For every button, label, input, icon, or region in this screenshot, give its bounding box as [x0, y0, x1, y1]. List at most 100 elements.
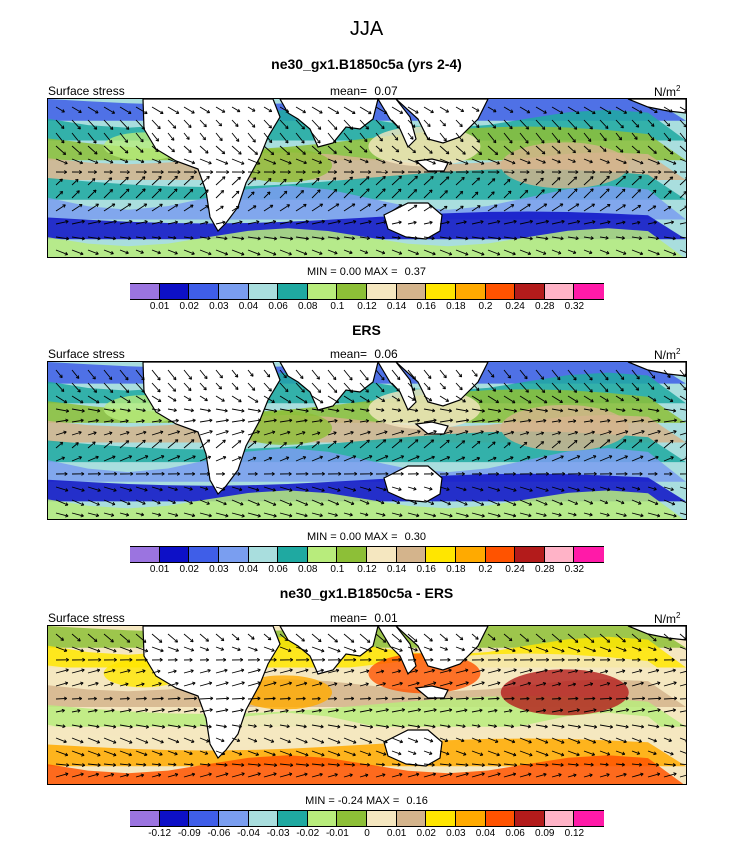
wind-vector-head [590, 419, 594, 423]
wind-vector-head [640, 160, 644, 165]
wind-vector-head [394, 137, 399, 141]
wind-vector [599, 709, 613, 713]
wind-vector [663, 206, 672, 212]
wind-vector-head [575, 236, 579, 241]
wind-vector-head [671, 724, 675, 729]
wind-vector-head [673, 696, 678, 701]
panel-3-units-exp: 2 [676, 611, 681, 620]
wind-vector-head [288, 772, 293, 777]
wind-vector [151, 670, 161, 674]
wind-vector [407, 455, 420, 462]
wind-vector [119, 119, 130, 130]
wind-vector [295, 442, 303, 449]
wind-vector-head [540, 177, 544, 182]
wind-vector [279, 369, 287, 379]
wind-vector [359, 709, 373, 713]
wind-vector-head [621, 487, 626, 491]
wind-vector-head [384, 648, 388, 653]
wind-vector-head [481, 763, 485, 767]
wind-vector-head [112, 763, 117, 767]
wind-vector-head [109, 440, 113, 445]
wind-vector-head [348, 139, 352, 143]
wind-vector [311, 369, 320, 380]
wind-vector-head [447, 657, 451, 662]
wind-vector [391, 395, 401, 402]
wind-vector-head [189, 657, 193, 662]
panel-2-mean-label: mean= [330, 347, 368, 361]
wind-vector [295, 369, 304, 379]
wind-vector-head [140, 149, 144, 153]
wind-vector-head [157, 398, 162, 402]
wind-vector-head [160, 648, 164, 653]
wind-vector [679, 670, 686, 674]
wind-vector-head [497, 408, 502, 413]
wind-vector-head [545, 763, 549, 767]
wind-vector [295, 408, 309, 412]
wind-vector [503, 456, 514, 462]
wind-vector [87, 669, 100, 674]
wind-vector [471, 633, 479, 640]
wind-vector [567, 382, 577, 393]
wind-vector [263, 499, 277, 506]
wind-vector-head [271, 399, 275, 404]
wind-vector-head [270, 708, 274, 713]
colorbar-1-swatch [159, 284, 190, 299]
wind-vector-head [322, 657, 326, 662]
wind-vector-head [587, 148, 592, 153]
wind-vector-head [559, 708, 564, 713]
wind-vector-head [284, 388, 289, 393]
wind-vector [167, 106, 180, 114]
wind-vector-head [252, 177, 257, 181]
wind-vector [535, 773, 547, 778]
wind-vector-head [607, 657, 611, 662]
wind-vector-head [638, 739, 642, 743]
wind-vector-head [623, 681, 628, 686]
wind-vector [359, 203, 371, 212]
wind-vector-head [640, 681, 644, 686]
wind-vector-head [174, 175, 178, 180]
wind-vector-head [592, 648, 596, 653]
wind-vector-head [319, 203, 324, 207]
wind-vector [231, 512, 245, 517]
colorbar-2-swatch [307, 547, 338, 562]
wind-vector-head [684, 108, 686, 112]
wind-vector-head [593, 471, 597, 476]
wind-vector [103, 440, 113, 449]
land-outline [377, 362, 417, 412]
wind-vector-head [619, 149, 624, 153]
wind-vector-head [93, 170, 97, 174]
panel-2-units-base: N/m [654, 348, 676, 362]
wind-vector [471, 395, 483, 403]
wind-vector [679, 633, 686, 640]
wind-vector-head [125, 176, 129, 181]
wind-vector-head [177, 724, 181, 729]
wind-vector-head [205, 220, 209, 225]
wind-vector [215, 709, 229, 713]
wind-vector-head [288, 648, 292, 653]
wind-vector [55, 236, 69, 240]
wind-vector [567, 106, 580, 114]
wind-vector-head [273, 763, 278, 767]
colorbar-1-swatch [248, 284, 279, 299]
wind-vector-head [155, 148, 159, 153]
wind-vector-head [128, 752, 133, 757]
wind-vector-head [640, 772, 644, 777]
wind-vector-head [433, 708, 437, 712]
wind-vector-head [192, 418, 196, 423]
wind-vector-head [160, 455, 165, 459]
wind-vector [535, 441, 544, 449]
wind-vector [311, 737, 324, 744]
wind-vector-head [254, 399, 259, 403]
wind-vector [391, 119, 400, 129]
wind-vector-head [241, 161, 245, 165]
wind-vector-head [94, 160, 99, 164]
wind-vector-head [177, 696, 181, 701]
wind-vector-head [384, 110, 388, 115]
wind-vector-head [172, 388, 177, 392]
wind-vector-head [80, 502, 85, 506]
wind-vector-head [429, 220, 433, 225]
wind-vector [183, 763, 194, 766]
wind-vector [103, 382, 114, 393]
wind-vector [615, 763, 625, 766]
wind-vector-head [95, 681, 99, 686]
